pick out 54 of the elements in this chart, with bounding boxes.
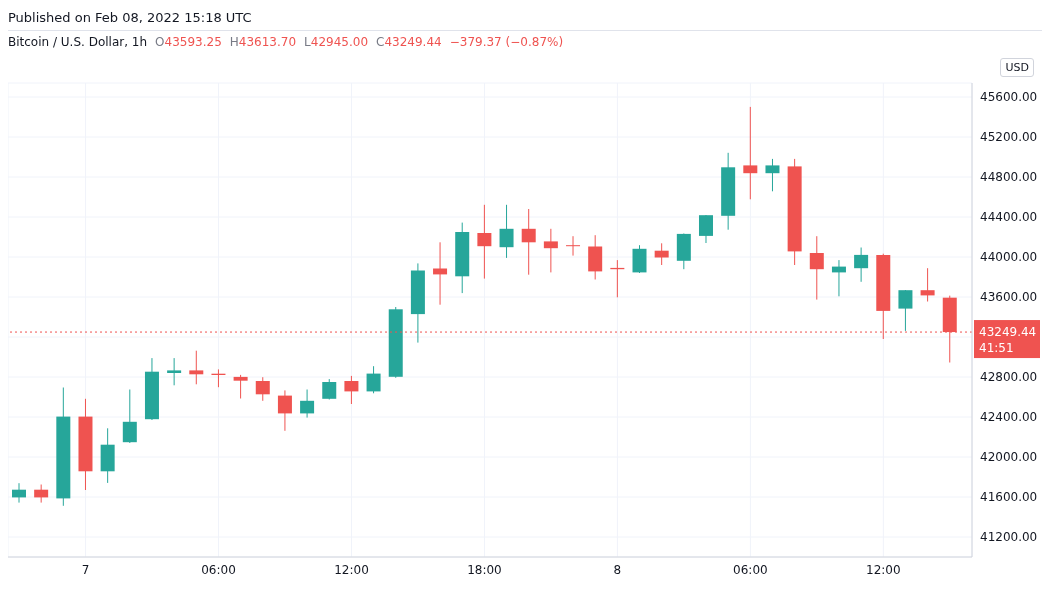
y-tick-label: 41600.00 — [980, 490, 1038, 505]
x-tick-label: 12:00 — [334, 562, 369, 577]
text: 41:51 — [979, 341, 1014, 356]
y-tick-label: 41200.00 — [980, 530, 1038, 545]
y-tick-label: 45600.00 — [980, 90, 1038, 105]
y-tick-label: 42400.00 — [980, 410, 1038, 425]
text: −379.37 (−0.87%) — [449, 35, 564, 49]
candlestick — [654, 242, 669, 266]
text: H43613.70 — [229, 35, 297, 49]
candlestick — [322, 378, 337, 400]
candlestick — [233, 374, 248, 399]
candlestick — [898, 289, 913, 332]
y-tick-label: 45200.00 — [980, 130, 1038, 145]
x-tick-label: 8 — [613, 562, 622, 577]
candlestick — [743, 106, 758, 200]
text: L42945.00 — [304, 35, 369, 49]
x-tick-label: 12:00 — [866, 562, 901, 577]
candlestick — [566, 235, 581, 257]
y-axis-title: USD — [1000, 58, 1034, 77]
candlestick — [167, 357, 182, 386]
candlestick — [12, 482, 26, 504]
y-tick-label: 43600.00 — [980, 290, 1038, 305]
x-tick-label: 06:00 — [201, 562, 236, 577]
candlestick — [122, 389, 137, 444]
text: C43249.44 — [376, 35, 442, 49]
candlestick — [189, 350, 204, 385]
y-tick-label: 44800.00 — [980, 170, 1038, 185]
candlestick — [765, 158, 780, 192]
candlestick — [300, 389, 315, 419]
ref-line-label: 43249.44 — [979, 325, 1037, 340]
x-tick-label: 7 — [81, 562, 90, 577]
candlestick — [34, 484, 49, 504]
candlestick — [477, 204, 492, 280]
candlestick — [698, 214, 713, 244]
chart-subtitle: Published on Feb 08, 2022 15:18 UTC — [8, 8, 1042, 31]
candlestick — [854, 247, 869, 283]
candlestick — [543, 228, 558, 273]
candlestick — [344, 375, 359, 405]
candlestick — [920, 267, 935, 302]
y-tick-label: 44000.00 — [980, 250, 1038, 265]
candlestick — [277, 389, 292, 432]
candlestick — [632, 244, 647, 274]
y-tick-label: 42000.00 — [980, 450, 1038, 465]
text: O43593.25 — [155, 35, 222, 49]
candlestick — [521, 208, 536, 276]
x-tick-label: 06:00 — [733, 562, 768, 577]
candlestick — [499, 204, 514, 259]
x-tick-label: 18:00 — [467, 562, 502, 577]
candlestick — [255, 376, 270, 402]
candlestick — [809, 235, 824, 301]
chart-title: Bitcoin / U.S. Dollar, 1h — [8, 34, 148, 51]
y-tick-label: 42800.00 — [980, 370, 1038, 385]
y-tick-label: 44400.00 — [980, 210, 1038, 225]
candlestick — [366, 365, 381, 394]
